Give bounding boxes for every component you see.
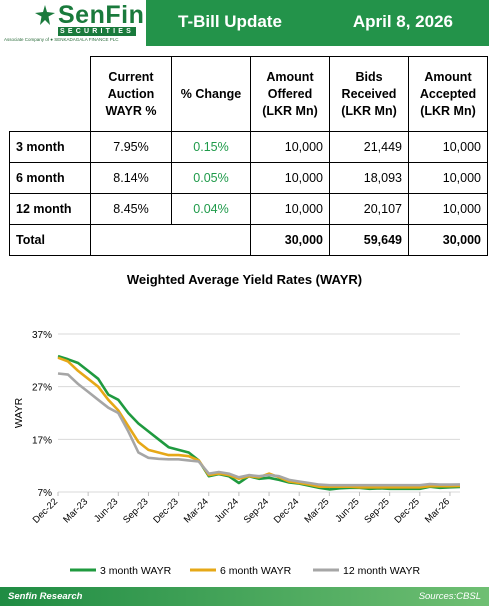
accepted-value: 10,000 <box>408 162 488 194</box>
senfin-logo-icon <box>35 5 55 25</box>
x-tick-label: Dec-24 <box>272 496 301 525</box>
bids-value: 21,449 <box>329 131 409 163</box>
offered-value: 10,000 <box>250 131 330 163</box>
tenor-label: 12 month <box>9 193 91 225</box>
y-axis-label: WAYR <box>13 397 25 428</box>
page-title: T-Bill Update <box>178 12 282 31</box>
series-line-12-month-wayr <box>57 372 461 487</box>
logo-text: SenFin <box>58 1 145 29</box>
title-bar: T-Bill Update April 8, 2026 <box>146 0 489 46</box>
change-value: 0.05% <box>171 162 251 194</box>
x-tick-label: Jun-23 <box>92 496 120 524</box>
header: SenFin SECURITIES Associate Company of ●… <box>0 0 489 46</box>
logo: SenFin SECURITIES Associate Company of ●… <box>0 0 146 46</box>
x-tick-label: Mar-26 <box>423 496 452 525</box>
footer: Senfin Research Sources:CBSL <box>0 587 489 606</box>
change-value: 0.15% <box>171 131 251 163</box>
x-tick-label: Mar-24 <box>182 496 211 525</box>
x-tick-label: Sep-25 <box>362 496 391 525</box>
total-blank <box>90 224 251 256</box>
table-total-row: Total 30,000 59,649 30,000 <box>9 224 488 256</box>
x-tick-label: Mar-25 <box>302 496 331 525</box>
series-line-3-month-wayr <box>57 354 461 491</box>
series-line-6-month-wayr <box>57 356 461 489</box>
header-blank <box>10 57 91 132</box>
legend-label: 3 month WAYR <box>100 565 172 577</box>
y-tick-label: 7% <box>38 488 53 499</box>
accepted-value: 10,000 <box>408 131 488 163</box>
wayr-value: 8.45% <box>90 193 172 225</box>
tbill-auction-table: Current Auction WAYR % % Change Amount O… <box>9 56 488 256</box>
x-tick-label: Jun-25 <box>333 496 361 524</box>
offered-value: 10,000 <box>250 162 330 194</box>
x-tick-label: Dec-22 <box>31 496 60 525</box>
x-tick-label: Sep-24 <box>242 496 271 525</box>
x-tick-label: Dec-23 <box>151 496 180 525</box>
footer-source: Sources:CBSL <box>418 591 481 602</box>
legend-label: 6 month WAYR <box>220 565 292 577</box>
legend-label: 12 month WAYR <box>343 565 420 577</box>
total-accepted: 30,000 <box>408 224 488 256</box>
x-tick-label: Sep-23 <box>121 496 150 525</box>
tenor-label: 3 month <box>9 131 91 163</box>
report-date: April 8, 2026 <box>352 12 453 31</box>
wayr-value: 8.14% <box>90 162 172 194</box>
change-value: 0.04% <box>171 193 251 225</box>
offered-value: 10,000 <box>250 193 330 225</box>
total-offered: 30,000 <box>250 224 330 256</box>
table-header-row: Current Auction WAYR % % Change Amount O… <box>10 56 488 132</box>
y-tick-label: 27% <box>32 383 52 394</box>
x-tick-label: Jun-24 <box>213 496 241 524</box>
table-row: 12 month 8.45% 0.04% 10,000 20,107 10,00… <box>9 193 488 225</box>
header-change: % Change <box>171 56 251 132</box>
table-row: 6 month 8.14% 0.05% 10,000 18,093 10,000 <box>9 162 488 194</box>
wayr-line-chart: 7%17%27%37%Dec-22 Mar-23 Jun-23 Sep-23 Dec-2… <box>13 330 461 577</box>
accepted-value: 10,000 <box>408 193 488 225</box>
header-offered: Amount Offered (LKR Mn) <box>250 56 330 132</box>
footer-credit: Senfin Research <box>8 591 83 602</box>
logo-association: Associate Company of ● SENKADAGALA FINAN… <box>4 37 119 42</box>
header-wayr: Current Auction WAYR % <box>90 56 172 132</box>
table-row: 3 month 7.95% 0.15% 10,000 21,449 10,000 <box>9 131 488 163</box>
bids-value: 20,107 <box>329 193 409 225</box>
wayr-value: 7.95% <box>90 131 172 163</box>
x-tick-label: Mar-23 <box>61 496 90 525</box>
chart-title: Weighted Average Yield Rates (WAYR) <box>126 272 363 287</box>
y-tick-label: 37% <box>32 330 52 341</box>
total-bids: 59,649 <box>329 224 409 256</box>
header-accepted: Amount Accepted (LKR Mn) <box>408 56 488 132</box>
logo-subtitle: SECURITIES <box>58 27 136 36</box>
x-tick-label: Dec-25 <box>392 496 421 525</box>
tenor-label: 6 month <box>9 162 91 194</box>
total-label: Total <box>9 224 91 256</box>
header-bids: Bids Received (LKR Mn) <box>329 56 409 132</box>
bids-value: 18,093 <box>329 162 409 194</box>
y-tick-label: 17% <box>32 435 52 446</box>
